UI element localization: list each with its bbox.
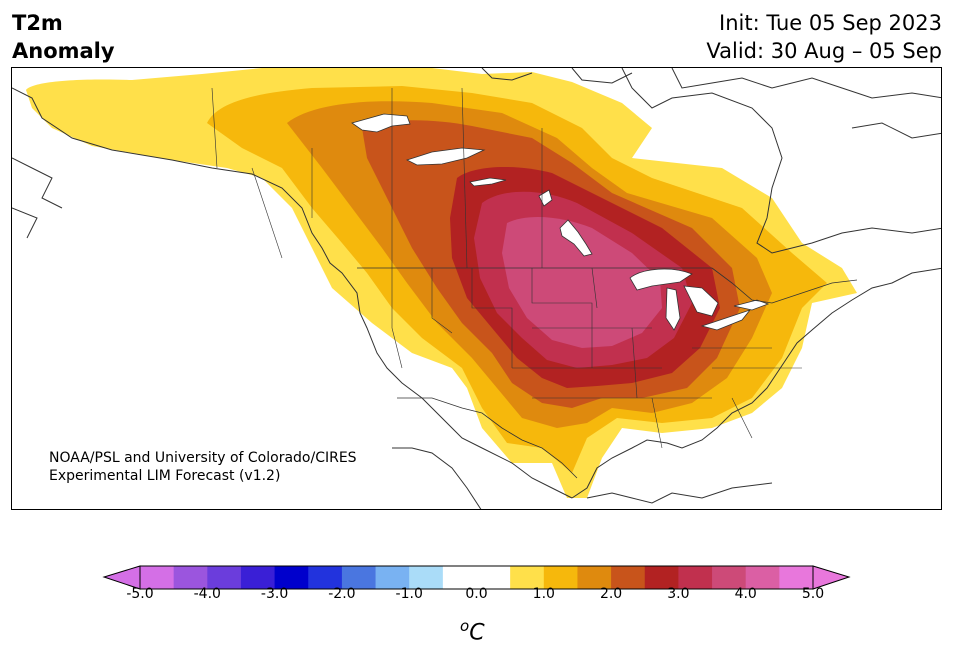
colorbar-tick-label: 5.0 (802, 586, 824, 600)
borders (12, 68, 941, 509)
colorbar-cell (476, 566, 511, 589)
colorbar-cell (341, 566, 377, 589)
colorbar-cell (712, 566, 747, 589)
anomaly-map (11, 67, 942, 510)
colorbar-cell (644, 566, 679, 589)
colorbar-cell (274, 566, 309, 589)
colorbar-ticks: -5.0 -4.0 -3.0 -2.0 -1.0 0.0 1.0 2.0 3.0 4.0 5.0 (126, 586, 824, 600)
title-line-2: Anomaly (12, 39, 115, 63)
valid-range: Valid: 30 Aug – 05 Sep (706, 39, 942, 63)
title-line-1: T2m (12, 11, 63, 35)
colorbar-cell (308, 566, 343, 589)
colorbar-cell (577, 566, 612, 589)
colorbar-cell (207, 566, 242, 589)
colorbar-cell (779, 566, 814, 589)
lake-athabasca (469, 177, 507, 187)
anomaly-map-svg (12, 68, 941, 509)
lake-ontario (733, 299, 770, 311)
forecast-dates: Init: Tue 05 Sep 2023 Valid: 30 Aug – 05… (706, 9, 942, 65)
colorbar-cell (140, 566, 175, 589)
colorbar-tick-label: 4.0 (735, 586, 757, 600)
colorbar-tick-label: 2.0 (600, 586, 622, 600)
colorbar-cells (140, 566, 814, 589)
great-slave-lake (405, 147, 486, 166)
init-date: Init: Tue 05 Sep 2023 (719, 11, 942, 35)
colorbar-tick-label: 1.0 (533, 586, 555, 600)
colorbar-tick-label: 0.0 (465, 586, 487, 600)
colorbar-unit: oC (460, 617, 485, 645)
colorbar-cell (611, 566, 646, 589)
lake-erie (700, 309, 752, 331)
colorbar-tick-label: -4.0 (194, 586, 221, 600)
colorbar-tick-label: -3.0 (261, 586, 288, 600)
colorbar-cell (543, 566, 578, 589)
colorbar-cell (442, 566, 477, 589)
unit-degree: o (460, 617, 470, 635)
great-bear-lake (351, 113, 411, 133)
colorbar-cell (510, 566, 545, 589)
colorbar-tick-label: -2.0 (328, 586, 355, 600)
lake-winnipeg (559, 219, 593, 257)
forecast-credit: NOAA/PSL and University of Colorado/CIRE… (49, 449, 357, 485)
lake-huron (683, 285, 719, 317)
lakes (351, 113, 770, 331)
lake-superior (629, 268, 693, 291)
colorbar-cell (375, 566, 410, 589)
colorbar-tick-label: -1.0 (396, 586, 423, 600)
colorbar-tick-label: 3.0 (667, 586, 689, 600)
colorbar-cell (678, 566, 713, 589)
credit-line-1: NOAA/PSL and University of Colorado/CIRE… (49, 450, 357, 466)
map-title: T2m Anomaly (12, 9, 115, 65)
colorbar-cell (173, 566, 208, 589)
colorbar-cell (409, 566, 444, 589)
colorbar-cell (745, 566, 780, 589)
credit-line-2: Experimental LIM Forecast (v1.2) (49, 468, 281, 484)
colorbar-tick-label: -5.0 (126, 586, 153, 600)
unit-symbol: C (469, 620, 485, 646)
colorbar-cell (240, 566, 276, 589)
lake-michigan (665, 287, 681, 331)
colorbar: -5.0 -4.0 -3.0 -2.0 -1.0 0.0 1.0 2.0 3.0 4.0 5.0 (102, 565, 851, 600)
colorbar-frame (139, 565, 814, 590)
